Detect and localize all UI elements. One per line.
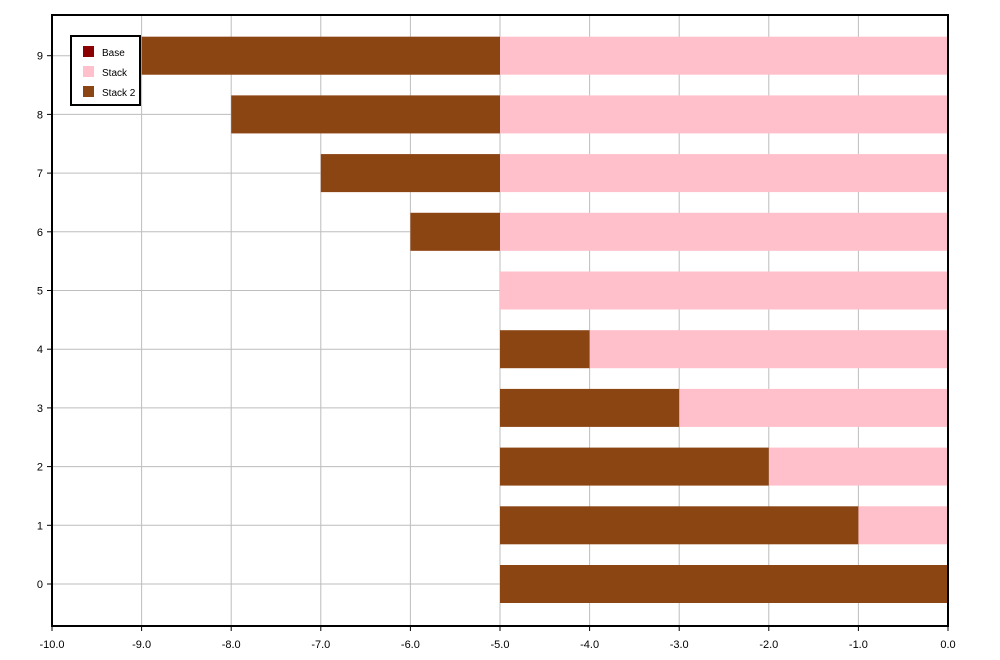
bar-stack-2 [500, 565, 948, 603]
y-tick-label: 5 [37, 286, 43, 298]
x-axis: -10.0 -9.0 -8.0 -7.0 -6.0 -5.0 -4.0 -3.0 -2.0 -1.… [39, 626, 956, 651]
y-tick-label: 1 [37, 520, 43, 532]
bar-stack [768, 447, 948, 486]
bar-stack [589, 330, 948, 369]
x-tick-label: -2.0 [759, 639, 778, 651]
bar-stack-2 [500, 388, 680, 427]
y-tick-label: 8 [37, 109, 43, 121]
legend-label: Base [102, 48, 125, 59]
legend-box [70, 35, 141, 106]
bar-stack-2 [231, 95, 500, 134]
legend-swatch [83, 66, 94, 77]
bar-stack-2 [141, 36, 500, 75]
y-tick-label: 2 [37, 462, 43, 474]
legend-label: Stack 2 [102, 88, 136, 99]
x-tick-label: -1.0 [849, 639, 868, 651]
y-tick-label: 3 [37, 403, 43, 415]
x-tick-label: -8.0 [222, 639, 241, 651]
x-tick-label: -4.0 [580, 639, 599, 651]
y-tick-label: 9 [37, 51, 43, 63]
x-tick-label: -9.0 [132, 639, 151, 651]
bar-stack-2 [320, 154, 500, 193]
x-tick-label: -3.0 [670, 639, 689, 651]
bars [141, 36, 949, 603]
y-tick-label: 6 [37, 227, 43, 239]
x-tick-label: 0.0 [940, 639, 955, 651]
x-tick-label: -5.0 [491, 639, 510, 651]
legend-swatch [83, 86, 94, 97]
bar-stack [858, 506, 948, 545]
y-axis: 0 1 2 3 4 5 6 7 8 9 [37, 51, 52, 591]
y-tick-label: 7 [37, 168, 43, 180]
x-tick-label: -6.0 [401, 639, 420, 651]
bar-stack-2 [410, 212, 500, 251]
x-tick-label: -10.0 [39, 639, 64, 651]
x-tick-label: -7.0 [311, 639, 330, 651]
legend-swatch [83, 46, 94, 57]
legend: Base Stack Stack 2 [70, 35, 141, 106]
legend-label: Stack [102, 68, 128, 79]
y-tick-label: 4 [37, 344, 43, 356]
bar-stack [500, 271, 948, 310]
bar-stack-2 [500, 447, 769, 486]
bar-stack [679, 388, 948, 427]
y-tick-label: 0 [37, 579, 43, 591]
bar-stack-2 [500, 330, 590, 369]
bar-stack-2 [500, 506, 859, 545]
